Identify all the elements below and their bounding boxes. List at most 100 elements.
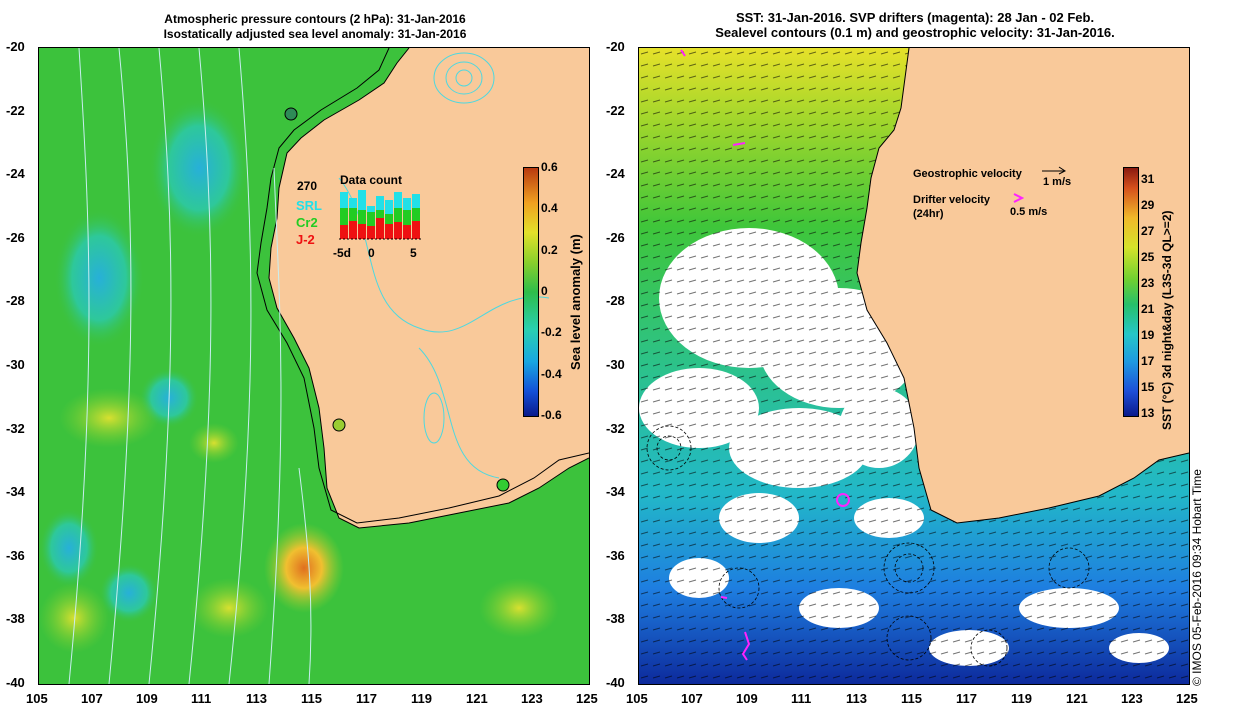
y-axis-tick-label: -20 [6,39,25,54]
sst-canvas [639,48,1189,684]
coastline [856,48,1189,524]
x-axis-tick-label: 125 [576,691,598,706]
colorbar-tick: 29 [1141,198,1155,212]
y-axis-tick-label: -22 [606,102,625,118]
colorbar-title: Sea level anomaly (m) [568,234,583,370]
coastline [268,48,589,529]
colorbar-tick: -0.6 [541,408,562,422]
left-map-title: Atmospheric pressure contours (2 hPa): 3… [40,12,590,42]
geostrophic-legend-label: Geostrophic velocity [913,168,1022,180]
anomaly-high [479,578,559,638]
x-axis-tick-label: 107 [681,691,703,706]
x-axis-tick-label: 115 [901,691,922,706]
anomaly-low [54,208,144,348]
colorbar-tick: 15 [1141,380,1155,394]
sst-map [638,47,1190,685]
right-title-line2: Sealevel contours (0.1 m) and geostrophi… [715,25,1115,40]
colorbar-tick: 17 [1141,354,1155,368]
x-axis-tick-label: 121 [466,691,488,706]
data-count-inset [339,190,422,240]
shelf-contour [256,48,589,524]
anomaly-high [189,423,239,463]
right-map-title: SST: 31-Jan-2016. SVP drifters (magenta)… [640,10,1190,40]
colorbar-tick: 23 [1141,276,1155,290]
drifter-tracks [680,49,850,661]
inset-tick: 0 [368,246,375,260]
y-axis-tick-label: -38 [606,611,625,627]
colorbar-tick: 13 [1141,406,1155,420]
station-marker [496,478,510,492]
y-axis-tick-label: -38 [6,611,25,627]
y-axis-tick-label: -40 [6,675,25,690]
sst-colorbar [1123,167,1139,417]
sea-level-anomaly-map [38,47,590,685]
anomaly-high [189,578,269,638]
x-axis-tick-label: 107 [81,691,103,706]
geostrophic-scale-arrow-icon [1042,166,1066,175]
series-label-cr2: Cr2 [296,215,318,230]
station-marker [332,418,346,432]
colorbar-tick: 25 [1141,250,1155,264]
x-axis-tick-label: 109 [736,691,758,706]
inset-tick: -5d [333,246,351,260]
sea-level-colorbar [523,167,539,417]
drifter-legend-period: (24hr) [913,208,944,220]
y-axis-tick-label: -30 [606,357,625,372]
x-axis-tick-label: 119 [411,691,432,706]
anomaly-low [99,563,159,623]
x-axis-tick-label: 119 [1011,691,1032,706]
x-axis-tick-label: 111 [191,691,212,706]
y-axis-tick-label: -24 [6,166,25,182]
x-axis-tick-label: 125 [1176,691,1198,706]
x-axis-tick-label: 117 [956,691,977,706]
x-axis-tick-label: 121 [1066,691,1088,706]
y-axis-tick-label: -26 [6,229,25,245]
x-axis-tick-label: 123 [521,691,543,706]
x-axis-tick-label: 117 [356,691,377,706]
sea-level-anomaly-canvas [39,48,589,684]
inset-tick: 5 [410,246,417,260]
x-axis-tick-label: 113 [246,691,267,706]
y-axis-tick-label: -30 [6,357,25,372]
colorbar-tick: 27 [1141,224,1155,238]
colorbar-tick: 0.2 [541,243,558,257]
colorbar-tick: 19 [1141,328,1155,342]
data-count-number: 270 [297,179,318,193]
australia-land [269,48,589,528]
y-axis-tick-label: -24 [606,166,625,182]
drifter-scale-arrow-icon [1013,193,1024,203]
right-title-line1: SST: 31-Jan-2016. SVP drifters (magenta)… [735,10,1095,25]
anomaly-peak [264,523,344,613]
y-axis-tick-label: -28 [6,293,25,309]
anomaly-high [39,583,109,653]
left-title-line2: Isostatically adjusted sea level anomaly… [163,27,467,41]
left-title-line1: Atmospheric pressure contours (2 hPa): 3… [164,12,466,26]
colorbar-tick: -0.4 [541,367,562,381]
y-axis-tick-label: -34 [606,484,625,500]
x-axis-tick-label: 115 [301,691,322,706]
anomaly-low [149,98,249,238]
x-axis-tick-label: 111 [791,691,812,706]
drifter-legend-label: Drifter velocity [913,194,991,206]
y-axis-tick-label: -20 [606,39,625,54]
australia-land [857,48,1189,523]
sea-level-contours [646,425,1090,667]
anomaly-high [59,388,159,448]
colorbar-tick: 0.6 [541,160,558,174]
drifter-scale-value: 0.5 m/s [1010,206,1048,218]
y-axis-tick-label: -28 [606,293,625,309]
x-axis-tick-label: 123 [1121,691,1143,706]
series-label-j2: J-2 [296,232,315,247]
y-axis-tick-label: -26 [606,229,625,245]
colorbar-tick: -0.2 [541,325,562,339]
colorbar-tick: 21 [1141,302,1155,316]
colorbar-tick: 0.4 [541,201,558,215]
geostrophic-scale-value: 1 m/s [1043,176,1072,188]
anomaly-low [39,508,99,588]
data-count-bars [340,190,420,239]
y-axis-tick-label: -36 [606,547,625,563]
y-axis-tick-label: -36 [6,547,25,563]
y-axis-tick-label: -32 [6,420,25,436]
y-axis-tick-label: -32 [606,420,625,436]
pressure-contours [68,48,312,684]
